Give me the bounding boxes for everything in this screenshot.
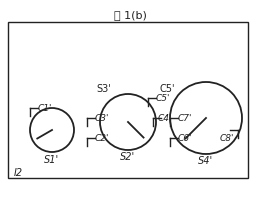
Text: C2': C2' <box>95 134 109 143</box>
Text: C1': C1' <box>38 104 53 113</box>
Text: C6': C6' <box>178 134 192 143</box>
Text: C7': C7' <box>178 114 192 123</box>
Text: S1': S1' <box>44 155 60 165</box>
Text: S2': S2' <box>120 152 135 162</box>
Text: C4': C4' <box>158 114 172 123</box>
Text: C5': C5' <box>160 84 176 94</box>
Text: 图 1(b): 图 1(b) <box>114 10 146 20</box>
Text: C8': C8' <box>220 134 235 143</box>
Text: C5': C5' <box>156 94 171 103</box>
Text: S4': S4' <box>198 156 213 166</box>
Text: C3': C3' <box>95 114 109 123</box>
Bar <box>8 22 248 178</box>
Text: S3': S3' <box>96 84 111 94</box>
Text: I2: I2 <box>14 168 23 178</box>
